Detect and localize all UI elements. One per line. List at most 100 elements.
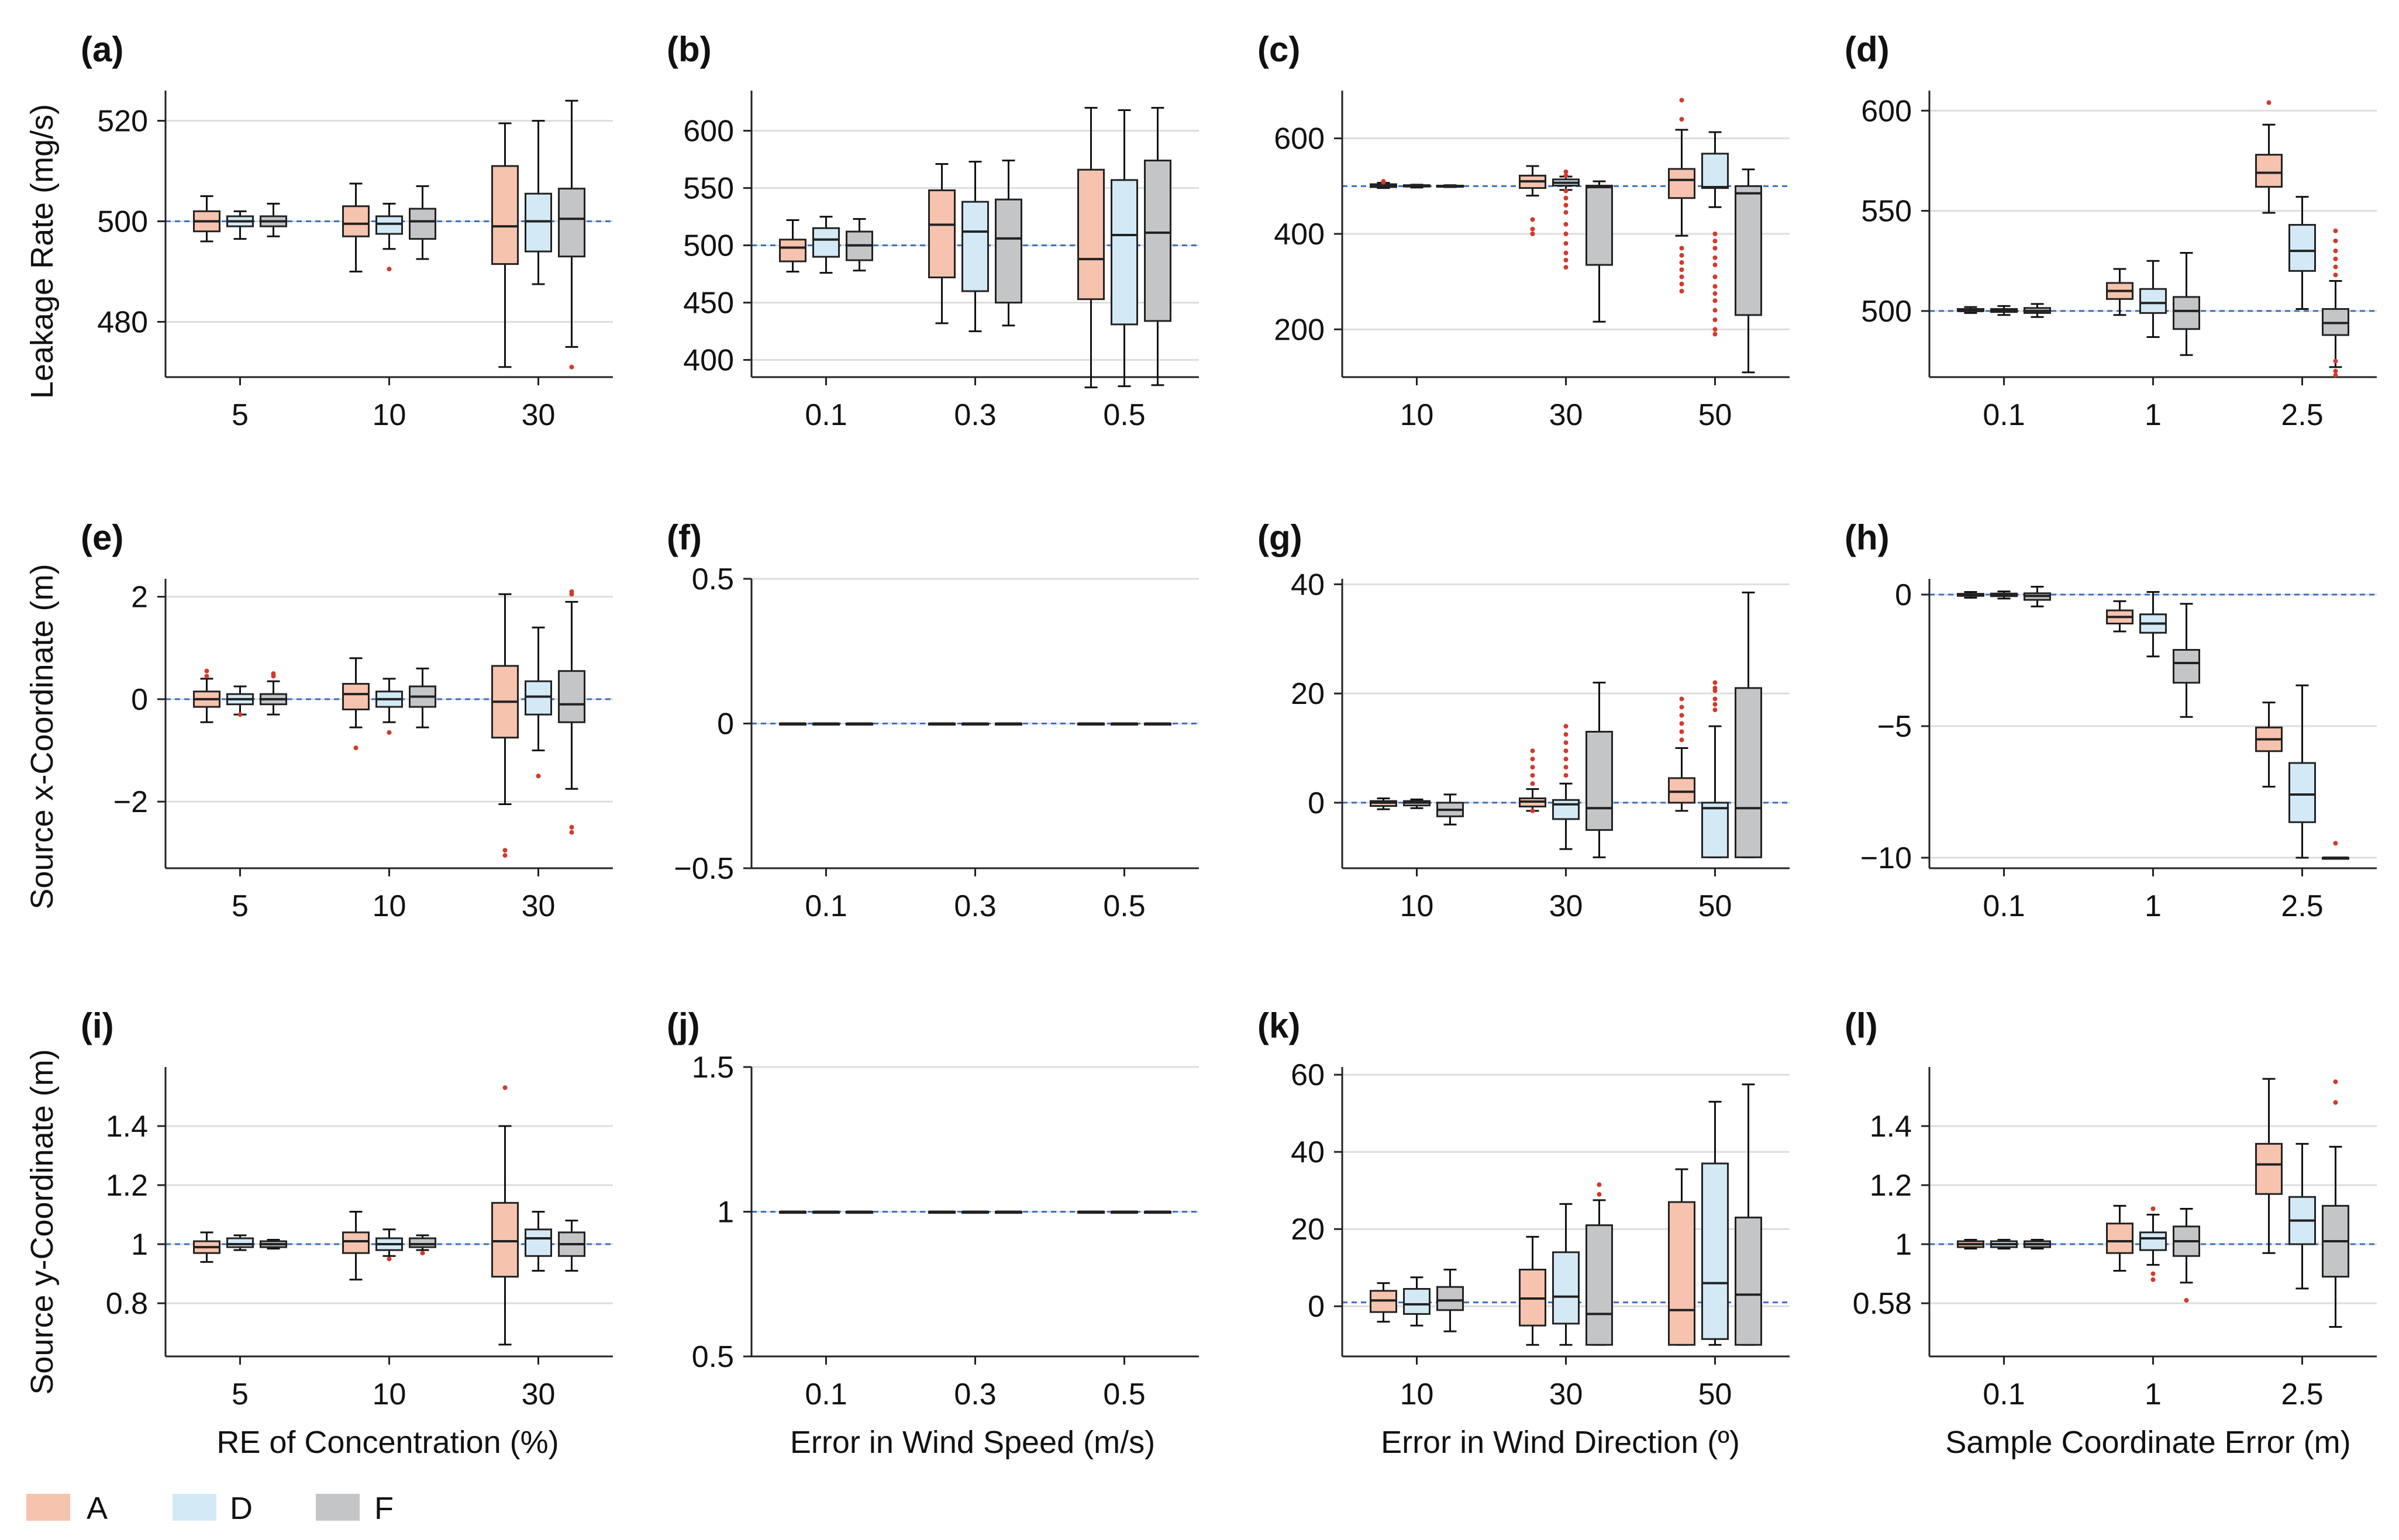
box-body xyxy=(342,205,370,237)
panel-l: (l) 0.58 1 1.2 1.4 0.1 1 2.5 xyxy=(1845,1006,2377,1411)
outlier-point xyxy=(1712,317,1718,322)
panel-letter: (h) xyxy=(1845,518,1890,557)
box-body xyxy=(1585,1224,1613,1346)
outlier-point xyxy=(1679,98,1684,103)
box-body xyxy=(1585,731,1613,831)
outlier-point xyxy=(1712,284,1718,289)
box-D xyxy=(1552,724,1580,850)
panel-letter: (e) xyxy=(81,518,123,557)
x-tick-label: 5 xyxy=(232,889,249,923)
box-body xyxy=(961,201,989,292)
outlier-point xyxy=(1679,289,1684,294)
legend-label-a: A xyxy=(87,1491,108,1526)
y-tick-label: 480 xyxy=(97,305,148,339)
panel-g: (g) 0 20 40 10 30 50 xyxy=(1257,518,1790,923)
box-D xyxy=(1701,131,1729,337)
outlier-point xyxy=(387,1256,392,1262)
y-tick-label: 400 xyxy=(683,344,734,378)
box-D xyxy=(226,210,254,240)
x-tick-label: 0.3 xyxy=(954,889,996,923)
box-body xyxy=(2255,1142,2283,1195)
box-A xyxy=(779,219,806,273)
legend-label-f: F xyxy=(374,1491,394,1526)
box-F xyxy=(2173,603,2200,718)
panel-b: (b) 400 450 500 550 600 0.1 0.3 0.5 xyxy=(667,30,1199,432)
outlier-point xyxy=(1679,246,1684,251)
box-D xyxy=(1990,305,2018,316)
box-body xyxy=(1077,168,1105,301)
y-tick-label: 550 xyxy=(1861,195,1912,229)
box-D xyxy=(1990,591,2018,600)
box-D xyxy=(1552,169,1580,270)
panel-letter: (b) xyxy=(667,30,712,69)
box-body xyxy=(525,192,552,253)
x-tick-label: 10 xyxy=(1400,1377,1434,1411)
y-tick-label: 520 xyxy=(97,105,148,139)
box-body xyxy=(1552,1251,1580,1325)
y-tick-label: 20 xyxy=(1291,677,1325,711)
panel-j: (j) 0.5 1 1.5 0.1 0.3 0.5 xyxy=(667,1006,1199,1411)
outlier-point xyxy=(1563,241,1569,246)
outlier-point xyxy=(1679,721,1684,726)
box-D xyxy=(2288,196,2316,310)
x-tick-label: 10 xyxy=(373,398,406,432)
y-tick-label: 40 xyxy=(1291,1135,1325,1169)
outlier-point xyxy=(1712,327,1718,332)
x-tick-label: 30 xyxy=(1549,1377,1583,1411)
outlier-point xyxy=(1679,117,1684,122)
box-body xyxy=(1668,1201,1695,1346)
outlier-point xyxy=(1563,232,1569,236)
y-tick-label: 1.2 xyxy=(106,1169,148,1203)
box-body xyxy=(1735,687,1762,858)
outlier-point xyxy=(1530,781,1535,786)
outlier-point xyxy=(1712,246,1718,251)
box-D xyxy=(812,1210,840,1214)
y-tick-label: 40 xyxy=(1291,568,1325,602)
box-A xyxy=(2255,100,2283,214)
outlier-point xyxy=(1530,808,1535,813)
y-tick-label: −0.5 xyxy=(674,852,734,886)
panel-d: (d) 500 550 600 0.1 1 2.5 xyxy=(1845,30,2377,432)
y-tick-label: 1 xyxy=(1895,1228,1912,1262)
box-body xyxy=(2173,649,2200,684)
outlier-point xyxy=(1597,1192,1602,1197)
panel-letter: (i) xyxy=(81,1006,114,1045)
y-tick-label: 1.5 xyxy=(692,1051,734,1085)
x-tick-label: 50 xyxy=(1698,398,1732,432)
x-tick-label: 10 xyxy=(373,1377,406,1411)
box-A xyxy=(342,657,370,751)
box-D xyxy=(226,1234,254,1251)
x-tick-label: 30 xyxy=(1549,398,1583,432)
x-tick-label: 10 xyxy=(1400,889,1434,923)
panel-letter: (g) xyxy=(1257,518,1302,557)
box-F xyxy=(846,722,873,726)
y-tick-label: −10 xyxy=(1860,841,1912,875)
x-tick-label: 30 xyxy=(522,1377,556,1411)
box-body xyxy=(779,239,806,263)
x-tick-label: 0.1 xyxy=(805,398,847,432)
box-A xyxy=(1957,306,1984,314)
panel-letter: (d) xyxy=(1845,30,1890,69)
y-tick-label: 1 xyxy=(717,1196,734,1230)
box-A xyxy=(1519,1235,1546,1346)
box-D xyxy=(1111,109,1138,388)
outlier-point xyxy=(2333,1100,2338,1105)
y-tick-label: 600 xyxy=(1274,122,1325,156)
y-tick-label: 0.8 xyxy=(106,1287,148,1321)
box-body xyxy=(1585,185,1613,266)
panel-f: (f) −0.5 0 0.5 0.1 0.3 0.5 xyxy=(667,518,1199,923)
box-F xyxy=(1436,184,1464,188)
outlier-point xyxy=(1679,729,1684,734)
x-tick-label: 0.5 xyxy=(1103,889,1145,923)
box-A xyxy=(2106,268,2133,316)
outlier-point xyxy=(1712,263,1718,268)
box-F xyxy=(2322,841,2349,860)
box-body xyxy=(2106,1223,2133,1254)
box-body xyxy=(342,1231,370,1254)
box-D xyxy=(525,626,552,779)
outlier-point xyxy=(502,1085,508,1090)
box-A xyxy=(193,195,220,243)
x-tick-label: 0.1 xyxy=(805,1377,847,1411)
y-tick-label: 0 xyxy=(1308,1290,1325,1324)
